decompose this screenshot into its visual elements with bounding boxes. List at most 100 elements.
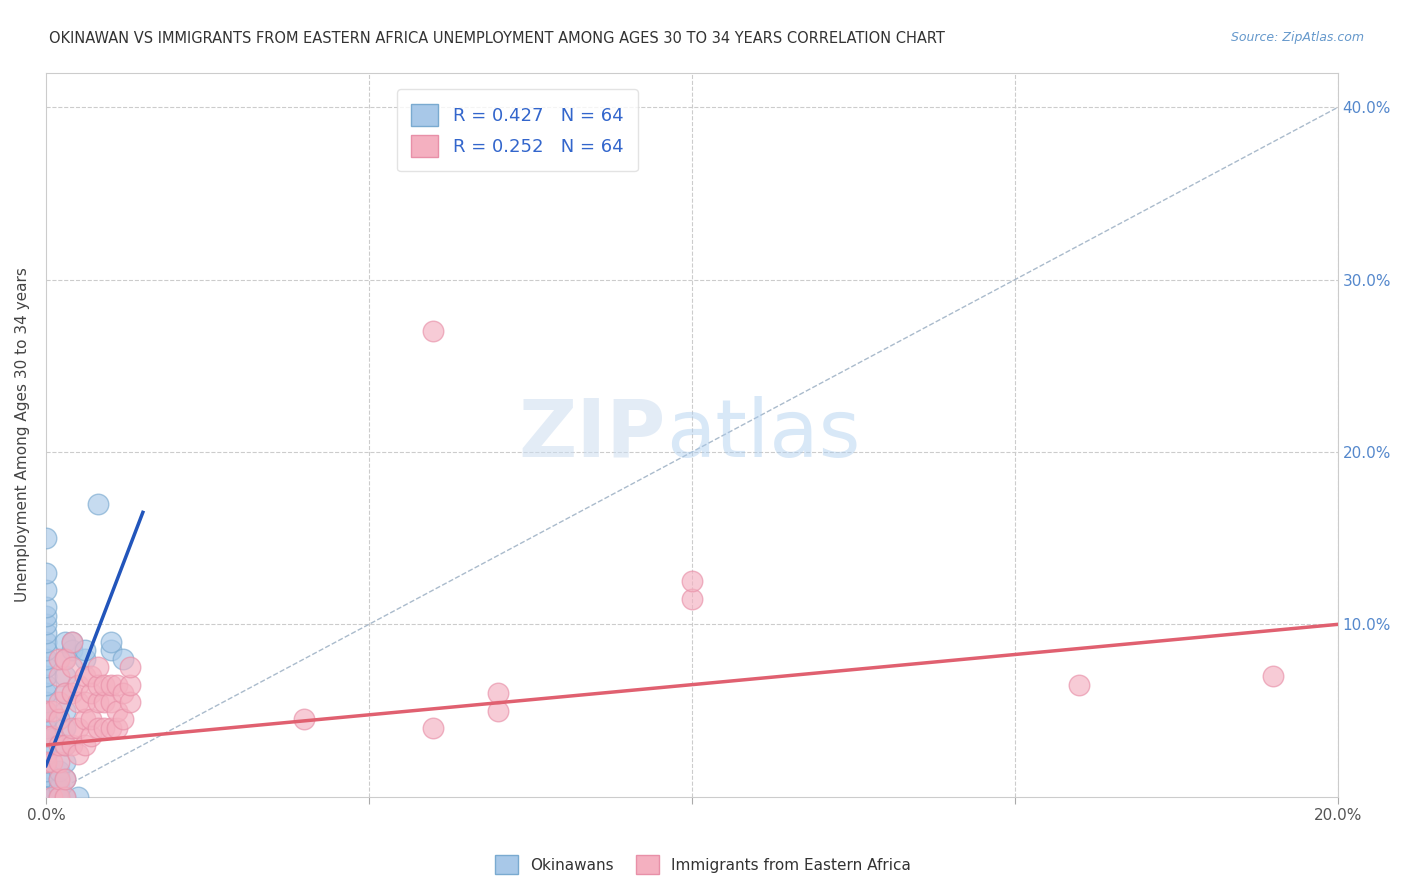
Point (35, 789, 58, 804)
Point (48, 789, 70, 804)
Point (112, 712, 135, 726)
Point (35, 704, 58, 718)
Point (118, 695, 141, 709)
Point (80, 686, 103, 700)
Point (35, 660, 58, 674)
Point (100, 643, 122, 657)
Point (53, 738, 76, 752)
Point (60, 738, 83, 752)
Point (35, 695, 58, 709)
Point (53, 669, 76, 683)
Point (35, 772, 58, 787)
Point (100, 695, 122, 709)
Point (35, 789, 58, 804)
Point (35, 755, 58, 769)
Point (67, 695, 90, 709)
Point (1069, 678, 1091, 692)
Point (53, 704, 76, 718)
Point (35, 789, 58, 804)
Point (112, 686, 135, 700)
Point (73, 643, 96, 657)
Point (53, 721, 76, 735)
Point (35, 531, 58, 545)
Point (73, 738, 96, 752)
Legend: R = 0.427   N = 64, R = 0.252   N = 64: R = 0.427 N = 64, R = 0.252 N = 64 (396, 89, 638, 171)
Point (35, 669, 58, 683)
Point (35, 789, 58, 804)
Point (105, 721, 128, 735)
Point (60, 634, 83, 648)
Point (48, 780, 70, 795)
Point (93, 678, 115, 692)
Point (48, 755, 70, 769)
Point (35, 764, 58, 778)
Point (681, 574, 703, 589)
Point (681, 591, 703, 606)
Point (118, 660, 141, 674)
Point (48, 772, 70, 787)
Point (48, 789, 70, 804)
Point (53, 652, 76, 666)
Point (41, 704, 63, 718)
Point (60, 721, 83, 735)
Point (86, 721, 108, 735)
Point (105, 678, 128, 692)
Point (48, 738, 70, 752)
Point (35, 634, 58, 648)
Point (60, 686, 83, 700)
Point (73, 652, 96, 666)
Point (93, 695, 115, 709)
Point (86, 678, 108, 692)
Point (60, 634, 83, 648)
Point (1261, 669, 1284, 683)
Point (48, 712, 70, 726)
Point (35, 643, 58, 657)
Point (53, 789, 76, 804)
Point (80, 730, 103, 744)
Point (486, 686, 509, 700)
Point (35, 789, 58, 804)
Point (53, 789, 76, 804)
Point (60, 660, 83, 674)
Point (35, 789, 58, 804)
Point (35, 626, 58, 640)
Point (35, 678, 58, 692)
Point (48, 764, 70, 778)
Point (80, 669, 103, 683)
Point (35, 755, 58, 769)
Point (35, 600, 58, 615)
Point (48, 789, 70, 804)
Point (53, 686, 76, 700)
Point (41, 789, 63, 804)
Point (35, 789, 58, 804)
Point (35, 747, 58, 761)
Point (35, 721, 58, 735)
Point (422, 721, 444, 735)
Legend: Okinawans, Immigrants from Eastern Africa: Okinawans, Immigrants from Eastern Afric… (488, 849, 918, 880)
Text: ZIP: ZIP (519, 396, 666, 474)
Point (35, 704, 58, 718)
Text: Source: ZipAtlas.com: Source: ZipAtlas.com (1230, 31, 1364, 45)
Point (53, 652, 76, 666)
Point (35, 789, 58, 804)
Point (486, 704, 509, 718)
Point (100, 634, 122, 648)
Point (53, 686, 76, 700)
Point (35, 772, 58, 787)
Point (41, 730, 63, 744)
Point (35, 738, 58, 752)
Point (48, 772, 70, 787)
Point (105, 704, 128, 718)
Point (35, 608, 58, 623)
Point (86, 695, 108, 709)
Point (73, 695, 96, 709)
Point (35, 617, 58, 632)
Point (100, 678, 122, 692)
Y-axis label: Unemployment Among Ages 30 to 34 years: Unemployment Among Ages 30 to 34 years (15, 268, 30, 602)
Point (35, 712, 58, 726)
Point (86, 660, 108, 674)
Point (53, 772, 76, 787)
Point (292, 712, 315, 726)
Point (53, 634, 76, 648)
Point (67, 747, 90, 761)
